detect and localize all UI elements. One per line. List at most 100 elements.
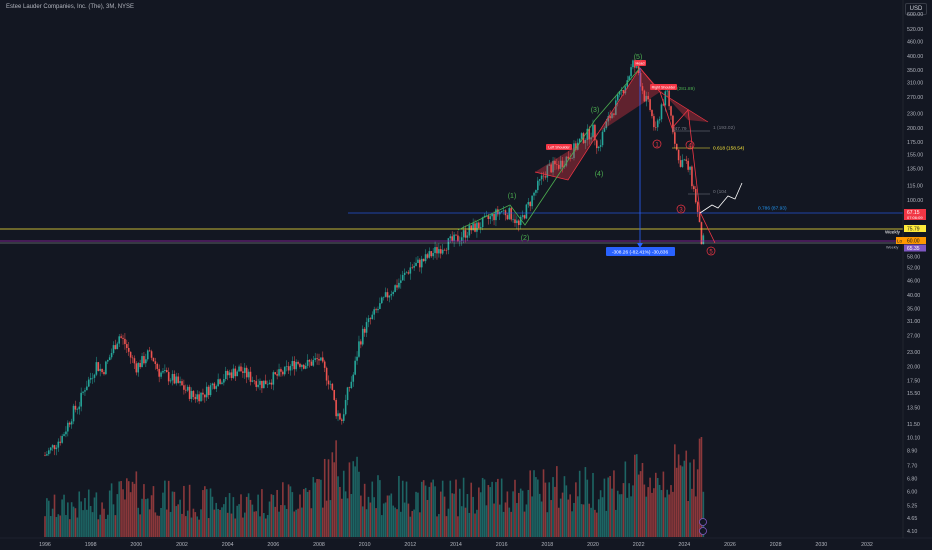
candle-body [573, 143, 575, 159]
volume-bar [299, 494, 301, 537]
candle-body [592, 124, 594, 138]
volume-bar [314, 482, 316, 537]
candle-body [535, 190, 537, 193]
volume-bar [137, 507, 140, 537]
candle-body [691, 166, 693, 187]
volume-bar [238, 504, 240, 537]
volume-bar [502, 511, 505, 537]
candle-body [116, 343, 119, 350]
volume-bar [563, 476, 566, 537]
candle-body [228, 372, 231, 376]
candle-body [89, 378, 92, 380]
volume-bar [171, 491, 174, 537]
current-price-tag [904, 209, 926, 220]
x-tick-label: 2012 [404, 542, 416, 548]
volume-bar [386, 495, 389, 537]
volume-bar [339, 486, 341, 537]
volume-bar [658, 484, 661, 537]
volume-bar [694, 496, 697, 537]
y-tick-label: 520.00 [907, 27, 923, 33]
volume-bar [628, 483, 630, 537]
candle-body [236, 371, 238, 377]
volume-bar [413, 509, 415, 537]
candle-body [377, 308, 379, 311]
currency-button[interactable]: USD [905, 3, 927, 15]
right-shoulder-tag [650, 84, 677, 90]
candle-body [641, 86, 644, 91]
volume-bar [651, 492, 653, 537]
y-tick-label: 115.00 [907, 183, 923, 189]
candle-body [426, 254, 429, 258]
candle-body [493, 213, 495, 221]
y-tick-label: 20.00 [907, 365, 920, 371]
volume-bar [108, 490, 111, 537]
circle-5-label: 5 [709, 250, 713, 256]
volume-bar [150, 495, 153, 537]
left-shoulder-label: Left Shoulder [548, 146, 570, 150]
candle-body [685, 159, 688, 161]
volume-bar [175, 506, 178, 537]
volume-bar [232, 497, 235, 537]
candle-body [457, 235, 459, 242]
y-tick-label: 52.00 [907, 266, 920, 272]
volume-bar [542, 469, 545, 537]
candle-body [293, 360, 296, 370]
volume-bar [540, 501, 543, 537]
candle-body [586, 128, 589, 140]
volume-bar [325, 500, 328, 537]
volume-bar [95, 492, 98, 537]
volume-bar [344, 491, 347, 537]
candle-body [557, 164, 560, 169]
candle-body [86, 386, 88, 391]
volume-bar [327, 459, 330, 537]
y-tick-label: 5.25 [907, 503, 917, 509]
circle-5-marker: 5 [706, 246, 716, 256]
volume-bar [504, 502, 507, 537]
volume-bar [342, 470, 345, 537]
candle-body [666, 90, 669, 92]
candle-body [360, 341, 362, 345]
candle-body [687, 160, 689, 170]
candle-body [672, 115, 674, 133]
candle-body [251, 380, 254, 382]
volume-bar [624, 461, 627, 537]
candle-body [422, 258, 425, 262]
volume-bar [592, 472, 594, 537]
volume-bar [93, 497, 96, 537]
circle-4-marker: 4 [685, 140, 695, 150]
candle-body [154, 361, 157, 364]
candle-body [517, 220, 520, 226]
candle-body [400, 280, 402, 283]
volume-bar [497, 478, 499, 537]
volume-bar [68, 519, 71, 537]
volume-bar [375, 508, 377, 537]
candle-body [118, 336, 121, 344]
candle-body [87, 379, 90, 387]
volume-bar [293, 511, 296, 537]
volume-bar [287, 484, 290, 537]
chart-title: Estee Lauder Companies, Inc. (The), 3M, … [6, 4, 135, 10]
candle-body [200, 392, 202, 402]
volume-bar [228, 493, 231, 537]
volume-bar [291, 492, 294, 537]
volume-bar [122, 489, 124, 537]
volume-bar [185, 516, 187, 537]
candle-body [392, 292, 395, 295]
candle-body [124, 338, 126, 345]
candle-body [63, 434, 65, 436]
volume-bar [152, 486, 155, 537]
candle-body [361, 328, 364, 345]
volume-bar [479, 492, 482, 537]
candle-body [565, 156, 568, 166]
volume-bar [396, 509, 398, 537]
candle-body [613, 113, 615, 115]
volume-bar [525, 504, 528, 537]
volume-bar [420, 481, 423, 537]
candle-body [497, 209, 499, 215]
volume-bar [304, 487, 307, 537]
volume-bar [453, 493, 455, 537]
y-tick-label: 6.80 [907, 477, 917, 483]
volume-bar [126, 478, 128, 537]
wave-line-green [457, 67, 641, 231]
